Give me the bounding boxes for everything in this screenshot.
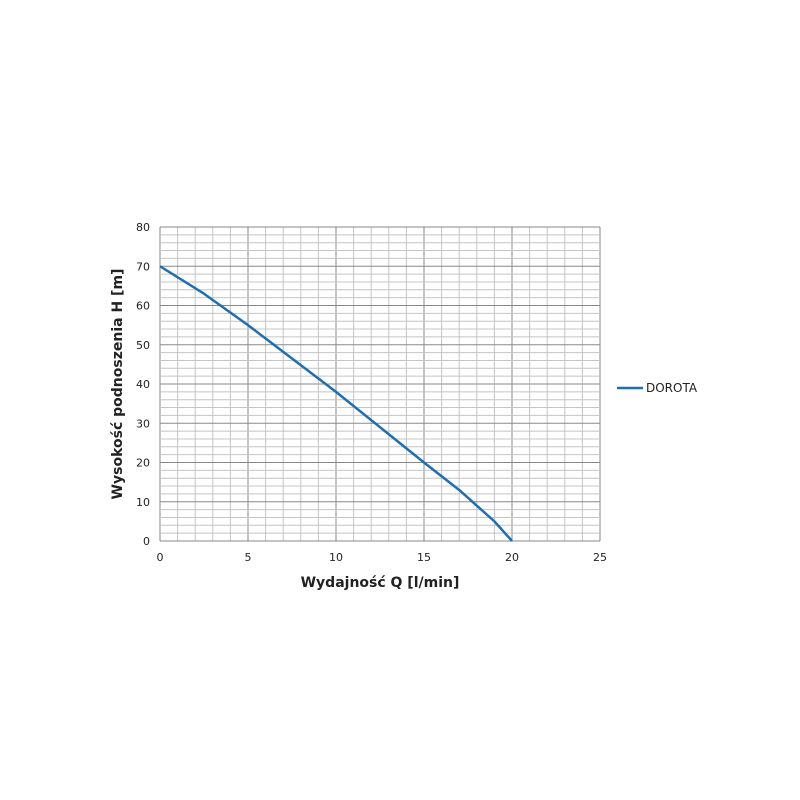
y-tick-label: 30	[136, 417, 150, 430]
x-axis-label: Wydajność Q [l/min]	[301, 575, 460, 591]
series-line-dorota	[159, 265, 513, 542]
x-tick-label: 10	[329, 551, 343, 564]
legend-label: DOROTA	[646, 381, 698, 395]
x-tick-label: 5	[245, 551, 252, 564]
y-tick-label: 20	[136, 457, 150, 470]
grid	[159, 226, 601, 542]
y-tick-label: 40	[136, 378, 150, 391]
y-tick-label: 60	[136, 300, 150, 313]
y-tick-label: 70	[136, 260, 150, 273]
tick-labels: 0 5 10 15 20 25 0 10 20 30 40 50 60 70 80	[136, 221, 607, 564]
y-tick-label: 10	[136, 496, 150, 509]
series-layer	[159, 265, 513, 542]
x-tick-label: 0	[157, 551, 164, 564]
x-tick-label: 25	[593, 551, 607, 564]
y-tick-label: 50	[136, 339, 150, 352]
y-axis-label: Wysokość podnoszenia H [m]	[110, 269, 126, 500]
x-tick-label: 20	[505, 551, 519, 564]
y-tick-label: 0	[143, 535, 150, 548]
y-tick-label: 80	[136, 221, 150, 234]
x-tick-label: 15	[417, 551, 431, 564]
